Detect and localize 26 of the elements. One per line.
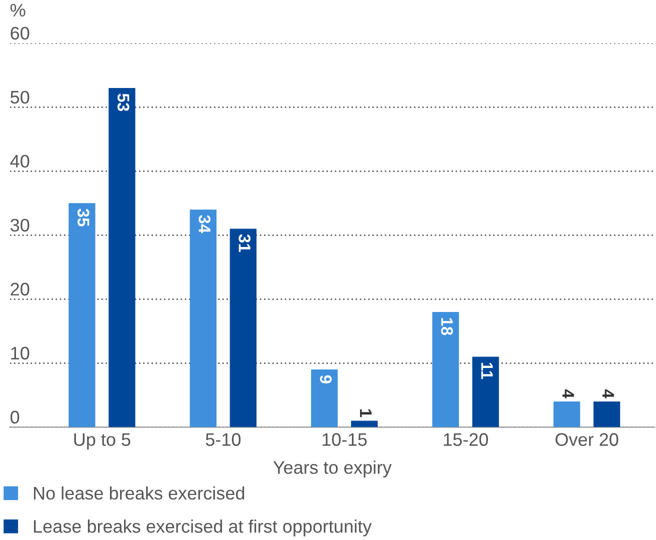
y-tick-label: 40	[10, 154, 30, 168]
data-label: 18	[441, 318, 453, 336]
data-label: 1	[360, 409, 372, 418]
x-axis-title: Years to expiry	[273, 460, 392, 478]
data-label: 4	[602, 389, 614, 398]
data-label: 53	[117, 94, 130, 112]
data-label: 4	[562, 389, 574, 398]
y-tick-label: 0	[10, 410, 20, 424]
y-tick-label: 10	[11, 346, 30, 360]
legend-label: Lease breaks exercised at first opportunity	[34, 520, 372, 536]
data-label: 34	[198, 215, 210, 234]
x-tick-label: Up to 5	[74, 433, 130, 450]
x-tick-label: 15-20	[444, 433, 488, 446]
legend-label: No lease breaks exercised	[34, 486, 244, 500]
x-tick-label: Over 20	[556, 433, 618, 446]
y-tick-label: 60	[10, 26, 30, 40]
y-axis-title: %	[10, 4, 26, 17]
data-label: 35	[77, 208, 90, 226]
y-tick-label: 20	[10, 282, 30, 296]
x-tick-label: 5-10	[206, 433, 241, 446]
data-label: 11	[481, 362, 493, 380]
y-tick-label: 30	[10, 218, 30, 232]
data-label: 31	[238, 234, 250, 252]
y-tick-label: 50	[10, 90, 30, 104]
x-tick-label: 10-15	[322, 433, 367, 446]
data-label: 9	[320, 375, 332, 384]
